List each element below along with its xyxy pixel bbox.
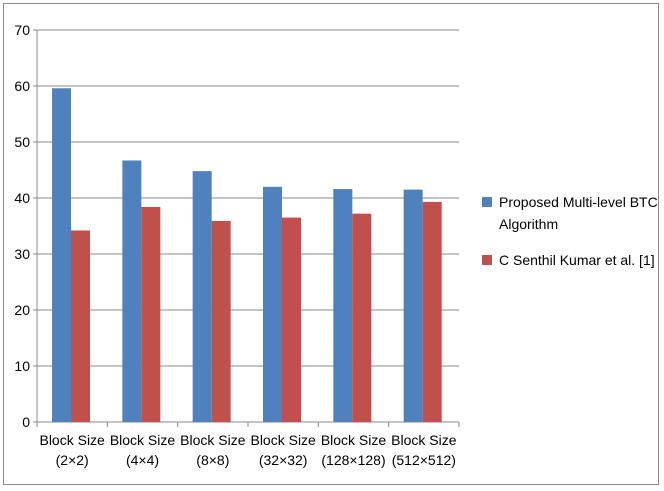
x-tick-label: Block Size — [39, 432, 105, 448]
y-tick-label: 10 — [14, 358, 30, 374]
x-tick-label: Block Size — [180, 432, 246, 448]
bar-senthil-kumar — [352, 213, 372, 422]
bar-proposed — [192, 171, 212, 422]
bar-senthil-kumar — [211, 220, 231, 422]
legend-label: Algorithm — [499, 216, 558, 232]
axes — [33, 29, 460, 427]
y-tick-label: 20 — [14, 302, 30, 318]
x-tick-label: (2×2) — [56, 452, 89, 468]
x-tick-label: Block Size — [321, 432, 387, 448]
legend-label: Proposed Multi-level BTC — [499, 194, 658, 210]
bar-senthil-kumar — [141, 206, 161, 422]
x-tick-label: (8×8) — [196, 452, 229, 468]
x-tick-label: (4×4) — [126, 452, 159, 468]
legend-swatch — [482, 197, 492, 207]
bar-proposed — [403, 189, 423, 422]
y-tick-label: 40 — [14, 190, 30, 206]
gridlines — [37, 29, 459, 367]
y-tick-label: 30 — [14, 246, 30, 262]
y-tick-label: 60 — [14, 78, 30, 94]
bar-senthil-kumar — [282, 217, 301, 422]
chart-frame: 0 10 20 30 40 50 60 70 Block Size (2×2) Block Size… — [3, 3, 659, 485]
bar-proposed — [122, 160, 142, 423]
bar-senthil-kumar — [422, 201, 442, 422]
bar-senthil-kumar — [71, 230, 90, 422]
x-tick-label: Block Size — [391, 432, 457, 448]
bar-proposed — [263, 186, 282, 422]
bar-proposed — [52, 88, 71, 423]
bars — [52, 88, 442, 423]
x-tick-label: (128×128) — [321, 452, 385, 468]
legend-swatch — [482, 255, 492, 265]
y-tick-label: 0 — [22, 414, 30, 430]
legend: Proposed Multi-level BTC Algorithm C Senth… — [482, 194, 658, 268]
x-tick-label: (32×32) — [259, 452, 308, 468]
tick-labels: 0 10 20 30 40 50 60 70 Block Size (2×2) Block Size… — [14, 22, 456, 468]
x-tick-label: Block Size — [250, 432, 316, 448]
x-tick-label: Block Size — [110, 432, 176, 448]
y-tick-label: 50 — [14, 134, 30, 150]
legend-label: C Senthil Kumar et al. [1] — [499, 252, 655, 268]
bar-chart: 0 10 20 30 40 50 60 70 Block Size (2×2) Block Size… — [14, 22, 658, 468]
x-tick-label: (512×512) — [392, 452, 456, 468]
bar-proposed — [333, 189, 353, 422]
y-tick-label: 70 — [14, 22, 30, 38]
